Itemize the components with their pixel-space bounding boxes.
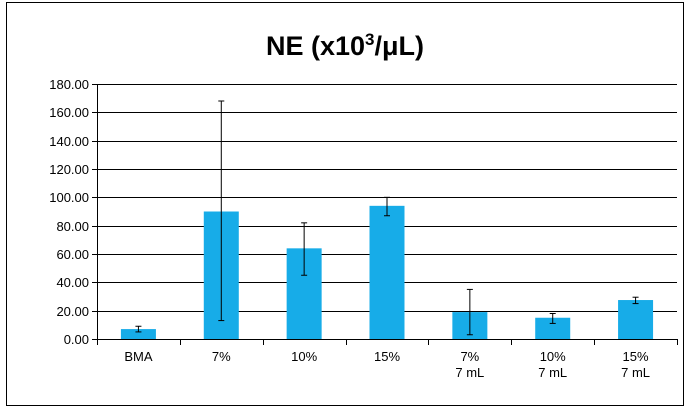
y-tick-label: 160.00 <box>49 105 89 120</box>
y-tick-label: 60.00 <box>56 247 89 262</box>
y-tick-label: 140.00 <box>49 134 89 149</box>
chart-frame <box>6 2 684 406</box>
x-category-label: 10% 7 mL <box>538 349 567 380</box>
y-tick-label: 180.00 <box>49 77 89 92</box>
y-tick-label: 0.00 <box>64 332 89 347</box>
x-category-label: BMA <box>124 349 153 364</box>
y-tick-label: 40.00 <box>56 275 89 290</box>
chart-title-main: NE (x10 <box>266 31 365 61</box>
x-category-label-line: 7 mL <box>455 365 484 380</box>
x-category-label-line: 10% <box>540 349 566 364</box>
x-category-label-line: 7 mL <box>538 365 567 380</box>
bar <box>120 329 156 339</box>
x-category-label: 10% <box>291 349 317 364</box>
bar <box>618 300 654 339</box>
chart-title-rest: /μL) <box>375 31 425 61</box>
x-category-label-line: 10% <box>291 349 317 364</box>
x-category-label-line: 7 mL <box>621 365 650 380</box>
x-category-label-line: 7% <box>212 349 231 364</box>
x-category-label-line: 15% <box>374 349 400 364</box>
chart-title-sup: 3 <box>365 30 374 49</box>
chart-title: NE (x103/μL) <box>266 30 424 61</box>
x-category-label: 15% <box>374 349 400 364</box>
bar <box>369 205 405 339</box>
bar <box>535 317 571 339</box>
y-tick-label: 80.00 <box>56 219 89 234</box>
x-category-label-line: 7% <box>460 349 479 364</box>
y-tick-label: 100.00 <box>49 190 89 205</box>
y-tick-label: 120.00 <box>49 162 89 177</box>
x-category-label: 7% 7 mL <box>455 349 484 380</box>
y-tick-label: 20.00 <box>56 304 89 319</box>
x-category-label: 7% <box>212 349 231 364</box>
x-category-label: 15% 7 mL <box>621 349 650 380</box>
x-category-label-line: 15% <box>623 349 649 364</box>
x-category-label-line: BMA <box>124 349 153 364</box>
